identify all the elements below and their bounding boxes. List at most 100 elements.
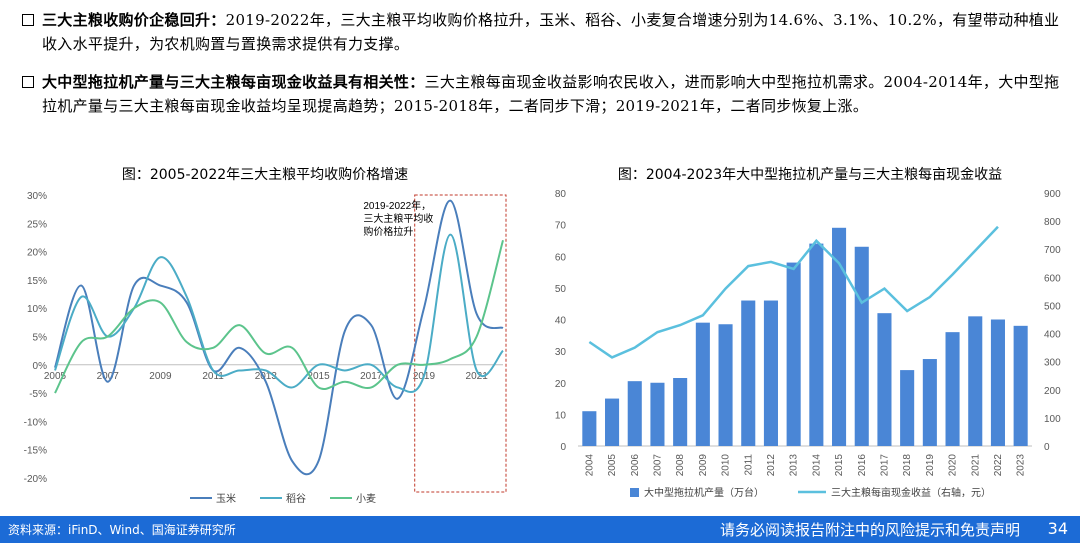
left-tick-label: 40 <box>555 316 567 327</box>
chart1-title: 图：2005-2022年三大主粮平均收购价格增速 <box>121 167 409 183</box>
footer-source: 资料来源：iFinD、Wind、国海证券研究所 <box>8 523 236 537</box>
annotation-line: 三大主粮平均收 <box>363 212 433 225</box>
bar <box>605 398 620 446</box>
checkbox-bullet-icon <box>22 14 34 26</box>
bullet-tractor-correlation: 大中型拖拉机产量与三大主粮每亩现金收益具有相关性：三大主粮每亩现金收益影响农民收… <box>22 70 1062 118</box>
x-tick-label: 2017 <box>879 454 890 477</box>
bar <box>854 246 869 446</box>
page-number: 34 <box>1047 519 1068 538</box>
right-tick-label: 700 <box>1044 245 1061 256</box>
bar <box>990 319 1005 446</box>
x-tick-label: 2021 <box>970 454 981 477</box>
footer-disclaimer: 请务必阅读报告附注中的风险提示和免责声明 <box>719 521 1020 539</box>
x-tick-label: 2015 <box>307 371 330 382</box>
right-tick-label: 900 <box>1044 189 1061 200</box>
highlight-box <box>414 194 507 493</box>
x-tick-label: 2020 <box>948 454 959 477</box>
bar <box>786 262 801 446</box>
y-tick-label: 25% <box>27 219 47 230</box>
y-tick-label: 10% <box>27 304 47 315</box>
x-tick-label: 2014 <box>811 454 822 477</box>
left-tick-label: 20 <box>555 379 567 390</box>
x-tick-label: 2008 <box>675 454 686 477</box>
bar <box>809 243 824 446</box>
right-tick-label: 500 <box>1044 301 1061 312</box>
x-tick-label: 2018 <box>902 454 913 477</box>
y-tick-label: -10% <box>24 417 47 428</box>
price-growth-chart: 30% 25% 20% 15% 10% 5% 0% -5% -10% -15% -20% 2005 20… <box>24 191 507 505</box>
x-tick-label: 2007 <box>97 371 120 382</box>
y-tick-label: 15% <box>27 276 47 287</box>
x-tick-label: 2006 <box>630 454 641 477</box>
bar <box>582 411 597 446</box>
right-tick-label: 600 <box>1044 273 1061 284</box>
x-tick-label: 2010 <box>721 454 732 477</box>
x-tick-label: 2016 <box>857 454 868 477</box>
right-tick-label: 400 <box>1044 330 1061 341</box>
x-tick-label: 2009 <box>698 454 709 477</box>
checkbox-bullet-icon <box>22 76 34 88</box>
legend-label: 三大主粮每亩现金收益（右轴，元） <box>831 486 991 499</box>
x-tick-label: 2011 <box>202 371 224 382</box>
footer-bar: 资料来源：iFinD、Wind、国海证券研究所 请务必阅读报告附注中的风险提示和… <box>0 516 1080 543</box>
series-line <box>54 199 504 476</box>
y-tick-label: -20% <box>24 474 47 485</box>
bullet-body: 2019-2022年，三大主粮平均收购价格拉升，玉米、稻谷、小麦复合增速分别为1… <box>42 11 1060 53</box>
bar <box>1013 325 1028 446</box>
left-tick-label: 0 <box>560 442 566 453</box>
income-line <box>588 225 999 359</box>
bar <box>741 300 756 446</box>
annotation-line: 购价格拉升 <box>363 225 413 238</box>
bullet-price-recovery: 三大主粮收购价企稳回升：2019-2022年，三大主粮平均收购价格拉升，玉米、稻… <box>22 8 1062 56</box>
x-tick-label: 2022 <box>993 454 1004 477</box>
bar <box>718 324 733 446</box>
bar <box>673 378 688 446</box>
bullet-body: 三大主粮每亩现金收益影响农民收入，进而影响大中型拖拉机需求。2004-2014年… <box>42 73 1060 115</box>
x-tick-label: 2015 <box>834 454 845 477</box>
bar <box>832 227 847 446</box>
series-line <box>54 233 504 394</box>
bullet-heading: 大中型拖拉机产量与三大主粮每亩现金收益具有相关性： <box>42 73 425 91</box>
left-tick-label: 50 <box>555 284 567 295</box>
bar <box>968 316 983 446</box>
x-tick-label: 2005 <box>44 371 67 382</box>
tractor-income-chart: 8070605040302010090080070060050040030020… <box>555 189 1061 499</box>
legend-label: 玉米 <box>216 492 236 505</box>
left-tick-label: 80 <box>555 189 567 200</box>
bar <box>922 359 937 446</box>
right-tick-label: 300 <box>1044 358 1061 369</box>
y-tick-label: 20% <box>27 248 47 259</box>
x-tick-label: 2005 <box>607 454 618 477</box>
chart2-title: 图：2004-2023年大中型拖拉机产量与三大主粮每亩现金收益 <box>617 167 1003 183</box>
series-line <box>54 240 504 394</box>
y-tick-label: 30% <box>27 191 47 202</box>
x-tick-label: 2017 <box>360 371 383 382</box>
legend-label: 稻谷 <box>286 493 306 505</box>
y-tick-label: -15% <box>24 446 47 457</box>
right-tick-label: 100 <box>1044 414 1061 425</box>
left-tick-label: 30 <box>555 347 567 358</box>
right-tick-label: 800 <box>1044 217 1061 228</box>
bar <box>627 381 642 446</box>
left-tick-label: 70 <box>555 221 567 232</box>
annotation-text: 2019-2022年，三大主粮平均收购价格拉升 <box>363 199 433 238</box>
y-tick-label: -5% <box>29 389 47 400</box>
x-tick-label: 2023 <box>1016 454 1027 477</box>
x-tick-label: 2012 <box>766 454 777 477</box>
annotation-line: 2019-2022年， <box>363 199 431 212</box>
y-tick-label: 0% <box>33 361 48 372</box>
x-tick-label: 2009 <box>149 371 172 382</box>
right-tick-label: 200 <box>1044 386 1061 397</box>
x-tick-label: 2021 <box>466 371 489 382</box>
x-tick-label: 2019 <box>925 454 936 477</box>
bar <box>695 322 710 446</box>
bar <box>877 313 892 446</box>
bar <box>900 370 915 446</box>
bullet-heading: 三大主粮收购价企稳回升： <box>42 11 226 29</box>
x-tick-label: 2007 <box>652 454 663 477</box>
x-tick-label: 2013 <box>789 454 800 477</box>
legend-label: 大中型拖拉机产量（万台） <box>644 486 764 499</box>
bar <box>763 300 778 446</box>
x-tick-label: 2013 <box>255 371 278 382</box>
x-tick-label: 2004 <box>584 454 595 477</box>
